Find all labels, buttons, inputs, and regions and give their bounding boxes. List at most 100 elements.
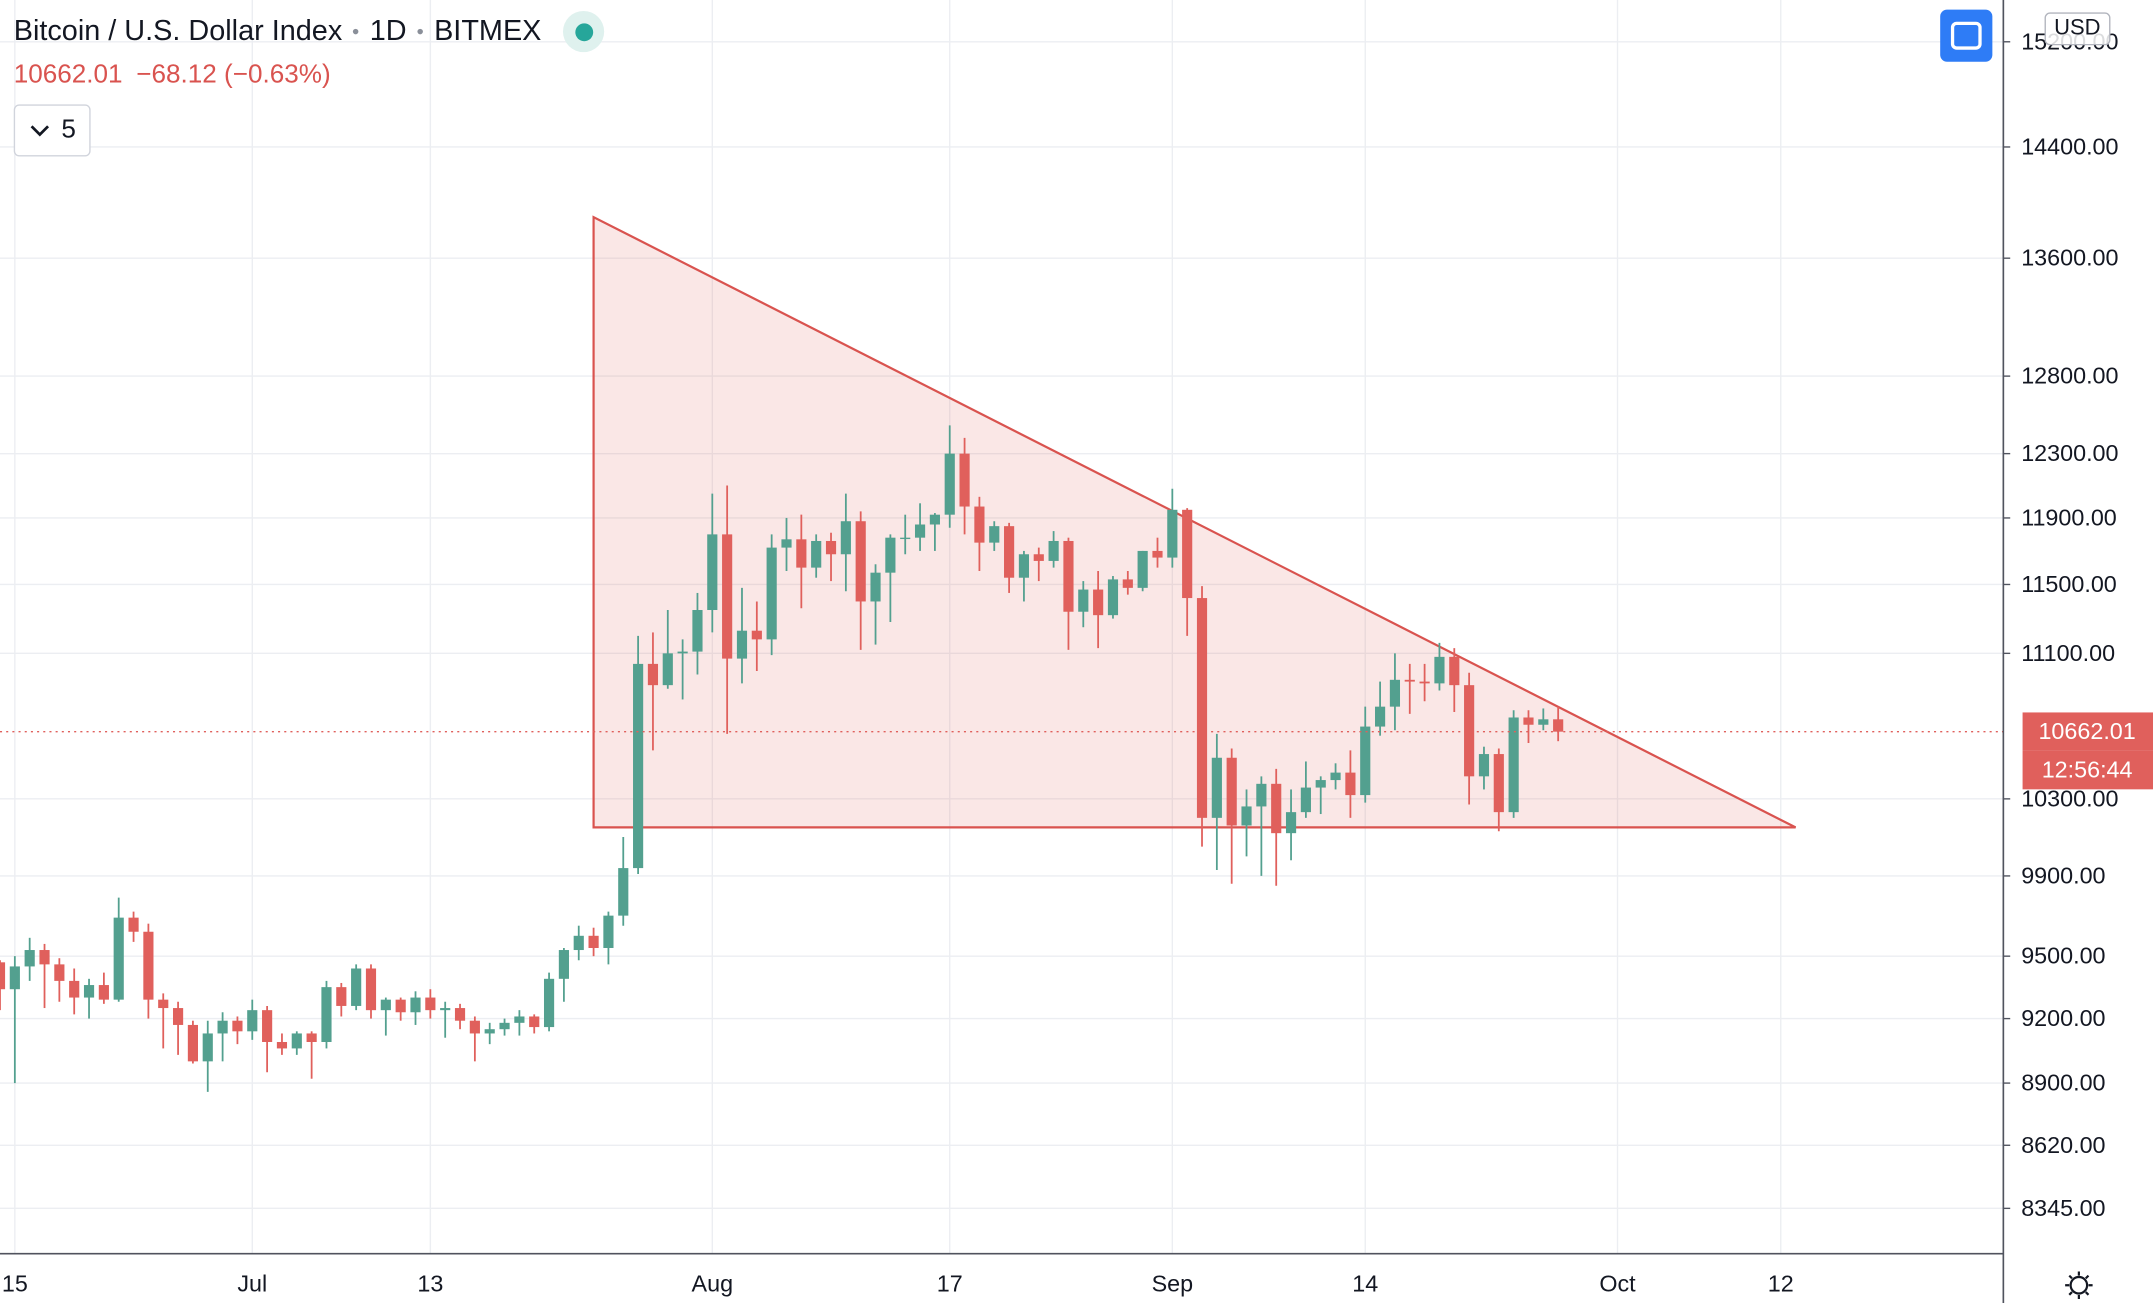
candle-body bbox=[514, 1016, 525, 1023]
candle-body bbox=[499, 1022, 510, 1030]
candle-body bbox=[855, 521, 866, 602]
candle-body bbox=[9, 966, 20, 990]
currency-label[interactable]: USD bbox=[2044, 12, 2111, 46]
chevron bbox=[30, 125, 49, 137]
interval[interactable]: 1D bbox=[369, 15, 407, 47]
y-tick-label: 10300.00 bbox=[2021, 785, 2118, 811]
last-price-label: 10662.01 bbox=[2038, 718, 2135, 744]
candle-body bbox=[1182, 509, 1193, 599]
candle-body bbox=[1093, 589, 1104, 616]
candle-body bbox=[944, 453, 955, 515]
candle-body bbox=[959, 453, 970, 507]
settings-icon[interactable] bbox=[2065, 1271, 2093, 1299]
candle-body bbox=[128, 917, 139, 932]
y-tick-label: 13600.00 bbox=[2021, 245, 2118, 271]
candle-body bbox=[1345, 772, 1356, 796]
x-tick-label: 13 bbox=[417, 1270, 443, 1296]
symbol-header: Bitcoin / U.S. Dollar Index 1D BITMEX bbox=[13, 10, 605, 53]
candle-body bbox=[900, 537, 911, 540]
indicators-toggle[interactable]: 5 bbox=[13, 104, 91, 157]
y-tick-label: 14400.00 bbox=[2021, 134, 2118, 160]
candle-body bbox=[262, 1010, 273, 1042]
candle-body bbox=[291, 1033, 302, 1049]
candle-body bbox=[751, 630, 762, 640]
candle-body bbox=[736, 630, 748, 659]
y-tick-label: 11500.00 bbox=[2021, 571, 2117, 597]
y-tick-label: 9500.00 bbox=[2021, 943, 2105, 969]
y-tick-label: 11900.00 bbox=[2021, 504, 2117, 530]
candle-body bbox=[1137, 550, 1148, 588]
candle-body bbox=[98, 985, 109, 1000]
candle-body bbox=[558, 950, 569, 979]
market-status[interactable] bbox=[563, 10, 605, 53]
candle-body bbox=[1226, 757, 1237, 826]
last-price: 10662.01 bbox=[13, 60, 123, 90]
candle-body bbox=[1271, 783, 1282, 834]
candle-body bbox=[410, 997, 421, 1013]
candle-body bbox=[54, 964, 65, 981]
candle-body bbox=[529, 1016, 540, 1028]
candle-body bbox=[1167, 509, 1178, 558]
y-tick-label: 9900.00 bbox=[2021, 862, 2105, 888]
x-tick-label: 12 bbox=[1768, 1270, 1794, 1296]
candle-body bbox=[870, 572, 881, 602]
candle-body bbox=[306, 1033, 317, 1042]
candle-body bbox=[425, 997, 436, 1011]
candle-body bbox=[69, 980, 80, 998]
fullscreen-icon bbox=[1950, 21, 1982, 50]
candle-body bbox=[247, 1010, 258, 1032]
x-tick-label: 17 bbox=[937, 1270, 963, 1296]
fullscreen-button[interactable] bbox=[1940, 9, 1993, 62]
x-tick-label: Aug bbox=[692, 1270, 734, 1296]
candle-body bbox=[573, 935, 584, 951]
candle-body bbox=[1434, 656, 1445, 684]
candle-body bbox=[825, 540, 837, 555]
price-change: −68.12 (−0.63%) bbox=[136, 60, 331, 90]
candle-body bbox=[187, 1024, 198, 1062]
candle-body bbox=[1360, 726, 1371, 796]
candle-body bbox=[217, 1020, 228, 1034]
candle-body bbox=[1375, 706, 1386, 727]
y-tick-label: 12800.00 bbox=[2021, 363, 2118, 389]
x-tick-label: Oct bbox=[1599, 1270, 1636, 1296]
candle-body bbox=[24, 950, 35, 967]
candle-body bbox=[1078, 589, 1089, 612]
candle-body bbox=[1404, 679, 1415, 682]
candle-body bbox=[1464, 685, 1475, 777]
candle-body bbox=[1449, 656, 1460, 686]
candle-body bbox=[1048, 540, 1059, 561]
candle-body bbox=[143, 931, 154, 1000]
candle-body bbox=[1330, 772, 1341, 781]
indicator-count: 5 bbox=[61, 115, 76, 145]
candle-body bbox=[840, 521, 851, 555]
candle-body bbox=[395, 999, 406, 1013]
candle-body bbox=[1538, 719, 1549, 725]
plot-area bbox=[0, 215, 2004, 1092]
candle-body bbox=[989, 526, 1000, 543]
candle-body bbox=[232, 1020, 243, 1032]
candle-body bbox=[440, 1008, 451, 1011]
candle-body bbox=[543, 978, 555, 1028]
candle-body bbox=[172, 1008, 184, 1025]
candle-body bbox=[1478, 754, 1490, 777]
candle-body bbox=[1508, 717, 1519, 813]
candle-body bbox=[647, 663, 659, 686]
candle-body bbox=[454, 1008, 466, 1021]
candle-body bbox=[1493, 754, 1504, 813]
y-tick-label: 12300.00 bbox=[2021, 440, 2118, 466]
candle-body bbox=[707, 534, 718, 611]
candle-body bbox=[276, 1041, 288, 1049]
candle-body bbox=[1033, 554, 1044, 561]
candle-body bbox=[766, 547, 777, 640]
candle-body bbox=[885, 537, 896, 573]
candle-body bbox=[202, 1033, 213, 1062]
candle-body bbox=[1004, 526, 1015, 578]
candle-body bbox=[1256, 783, 1267, 807]
candle-body bbox=[781, 539, 792, 548]
candle-body bbox=[1211, 757, 1222, 818]
x-tick-label: Jul bbox=[237, 1270, 267, 1296]
candle-body bbox=[1063, 540, 1074, 612]
candle-body bbox=[722, 534, 733, 659]
symbol-name[interactable]: Bitcoin / U.S. Dollar Index bbox=[13, 15, 343, 47]
